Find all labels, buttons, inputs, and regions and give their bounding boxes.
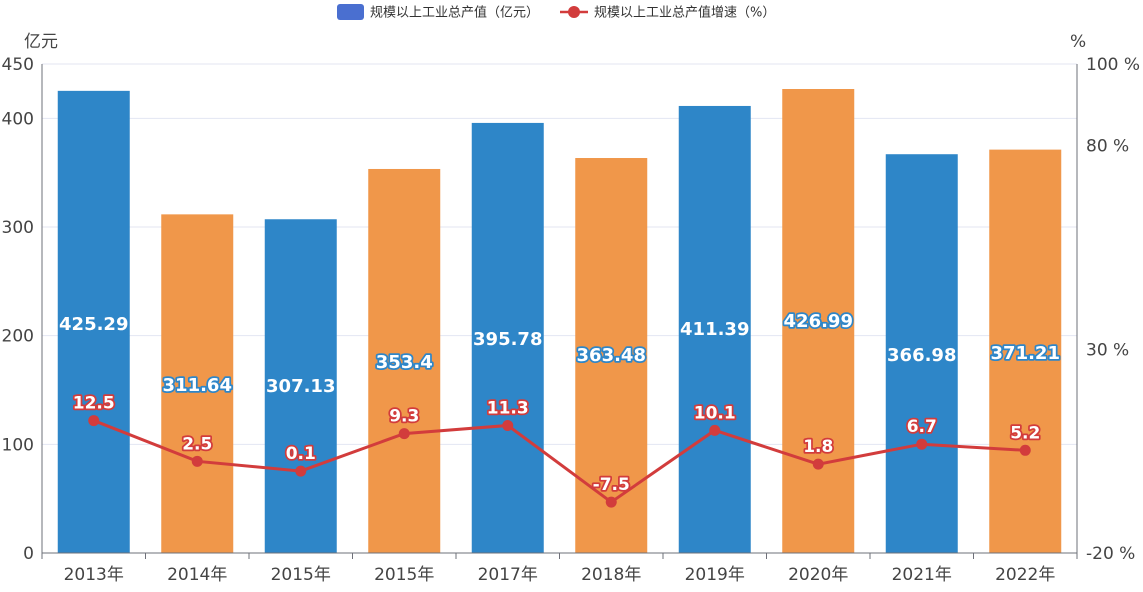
line-point bbox=[916, 438, 928, 450]
line-point bbox=[295, 465, 307, 477]
left-tick-label: 0 bbox=[23, 544, 34, 564]
bar-value-label: 311.64 bbox=[163, 375, 232, 396]
right-axis-unit: % bbox=[1070, 32, 1086, 52]
x-tick-label: 2022年 bbox=[995, 565, 1055, 585]
left-tick-label: 450 bbox=[2, 55, 34, 75]
legend-bar-swatch bbox=[337, 4, 364, 20]
bar bbox=[989, 149, 1062, 553]
right-axis: -20 % 30 % 80 % 100 % bbox=[1076, 55, 1140, 564]
x-tick-label: 2021年 bbox=[892, 565, 952, 585]
line-point bbox=[502, 419, 514, 431]
line-series bbox=[88, 415, 1031, 508]
left-axis-unit: 亿元 bbox=[24, 32, 58, 52]
legend: 规模以上工业总产值（亿元） 规模以上工业总产值增速（%） bbox=[337, 4, 775, 21]
legend-item-bar[interactable]: 规模以上工业总产值（亿元） bbox=[337, 4, 539, 21]
legend-line-marker bbox=[568, 6, 580, 18]
bar bbox=[471, 122, 544, 553]
line-value-label: 5.2 bbox=[1010, 423, 1040, 443]
bar bbox=[368, 168, 441, 554]
line-labels: 12.5 2.5 0.1 9.3 11.3 -7.5 10.1 1.8 6.7 5.2 bbox=[71, 392, 1042, 497]
line-value-label: 1.8 bbox=[803, 437, 833, 457]
bar bbox=[161, 214, 234, 553]
bar-value-label: 395.78 bbox=[473, 329, 542, 350]
left-tick-label: 200 bbox=[2, 327, 34, 347]
x-tick-label: 2017年 bbox=[478, 565, 538, 585]
line-value-label: 2.5 bbox=[182, 434, 212, 454]
line-point bbox=[605, 496, 617, 508]
bar-value-label: 353.4 bbox=[376, 352, 433, 373]
right-tick-label: 30 % bbox=[1086, 340, 1129, 360]
bar bbox=[885, 154, 958, 553]
right-tick-label: 80 % bbox=[1086, 137, 1129, 157]
legend-bar-label: 规模以上工业总产值（亿元） bbox=[370, 5, 539, 21]
x-tick-label: 2014年 bbox=[167, 565, 227, 585]
bar bbox=[57, 90, 130, 553]
x-tick-label: 2020年 bbox=[788, 565, 848, 585]
left-axis: 0 100 200 300 400 450 bbox=[2, 55, 43, 564]
bar-series bbox=[57, 89, 1062, 554]
line-value-label: 12.5 bbox=[73, 394, 115, 414]
bar bbox=[678, 105, 751, 553]
line-point bbox=[88, 415, 100, 427]
x-tick-label: 2019年 bbox=[685, 565, 745, 585]
line-value-label: 9.3 bbox=[389, 407, 419, 427]
line-point bbox=[1019, 444, 1031, 456]
bar-value-label: 371.21 bbox=[991, 343, 1060, 364]
line-point bbox=[812, 458, 824, 470]
x-tick-label: 2015年 bbox=[271, 565, 331, 585]
legend-line-label: 规模以上工业总产值增速（%） bbox=[594, 5, 775, 21]
x-tick-label: 2018年 bbox=[581, 565, 641, 585]
bar-value-label: 366.98 bbox=[887, 345, 956, 366]
line-point bbox=[709, 424, 721, 436]
bar-value-label: 411.39 bbox=[680, 319, 749, 340]
left-tick-label: 400 bbox=[2, 109, 34, 129]
left-tick-label: 100 bbox=[2, 435, 34, 455]
line-value-label: 10.1 bbox=[694, 403, 736, 423]
bar-value-label: 363.48 bbox=[577, 345, 646, 366]
line-path bbox=[93, 419, 1026, 504]
left-tick-label: 300 bbox=[2, 218, 34, 238]
line-value-label: 6.7 bbox=[907, 417, 937, 437]
right-tick-label: -20 % bbox=[1086, 544, 1135, 564]
bar-value-label: 307.13 bbox=[266, 376, 335, 397]
bar bbox=[264, 219, 337, 553]
x-tick-label: 2015年 bbox=[374, 565, 434, 585]
bar-labels: 425.29 311.64 307.13 353.4 395.78 363.48 411.3… bbox=[59, 309, 1062, 398]
legend-item-line[interactable]: 规模以上工业总产值增速（%） bbox=[560, 5, 775, 21]
bar-value-label: 426.99 bbox=[784, 311, 853, 332]
right-tick-label: 100 % bbox=[1086, 55, 1140, 75]
x-axis: 2013年 2014年 2015年 2015年 2017年 2018年 2019年 2020年… bbox=[41, 552, 1078, 585]
line-value-label: 0.1 bbox=[286, 444, 316, 464]
bar-value-label: 425.29 bbox=[59, 314, 128, 335]
line-point bbox=[398, 428, 410, 440]
line-value-label: -7.5 bbox=[593, 475, 630, 495]
line-point bbox=[191, 455, 203, 467]
line-value-label: 11.3 bbox=[487, 398, 529, 418]
bar bbox=[782, 89, 855, 553]
x-tick-label: 2013年 bbox=[64, 565, 124, 585]
